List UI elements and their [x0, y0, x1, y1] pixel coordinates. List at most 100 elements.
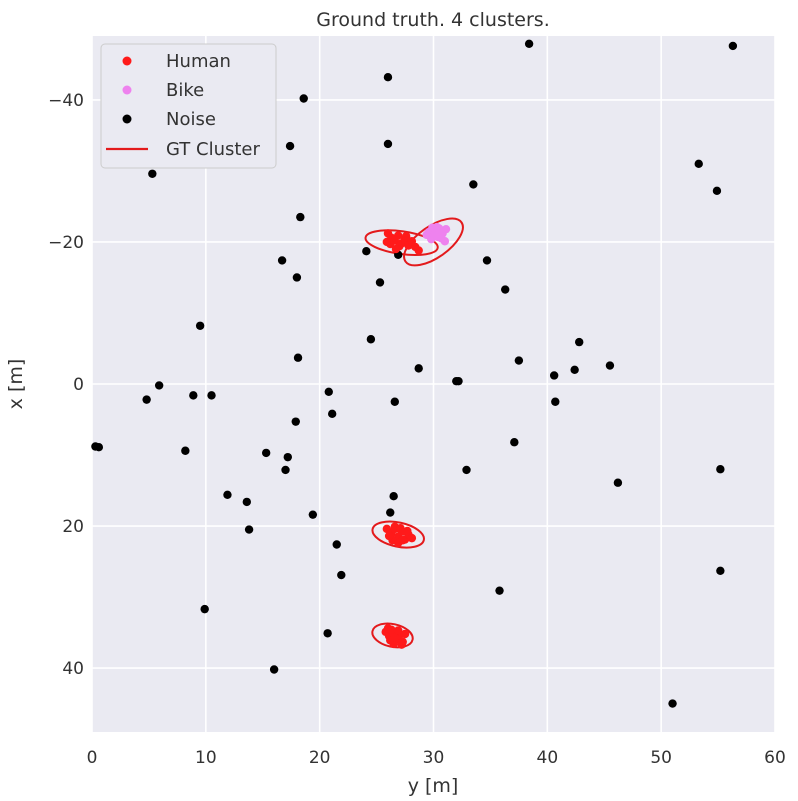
noise-point — [181, 446, 190, 455]
noise-point — [154, 381, 164, 390]
noise-point — [613, 478, 623, 487]
bike-point — [436, 226, 445, 235]
human-point — [400, 629, 410, 639]
human-point — [382, 237, 392, 247]
noise-point — [501, 285, 510, 294]
human-point — [403, 526, 412, 536]
noise-point — [383, 72, 393, 82]
noise-point — [324, 387, 333, 397]
noise-point — [362, 246, 371, 256]
human-point — [401, 232, 411, 241]
bike-point — [422, 230, 431, 240]
x-tick-label: 20 — [309, 748, 331, 768]
noise-point — [323, 629, 332, 638]
noise-point — [366, 335, 376, 344]
human-point — [398, 536, 407, 545]
human-point — [390, 633, 399, 642]
noise-point — [269, 665, 279, 674]
y-tick-label: 20 — [62, 517, 84, 537]
y-tick-label: 40 — [62, 659, 84, 679]
noise-point — [510, 438, 519, 447]
noise-point — [296, 212, 305, 222]
human-point — [391, 244, 401, 254]
noise-point — [386, 508, 395, 517]
x-tick-label: 60 — [764, 748, 786, 768]
noise-point — [390, 397, 399, 406]
human-point — [394, 626, 403, 635]
noise-point — [495, 586, 504, 595]
noise-point — [712, 186, 722, 196]
noise-point — [375, 278, 385, 287]
chart-title: Ground truth. 4 clusters. — [316, 9, 549, 31]
noise-point — [261, 448, 271, 458]
noise-point — [308, 510, 318, 519]
noise-point — [327, 409, 337, 419]
x-tick-label: 30 — [423, 748, 445, 768]
noise-point — [728, 41, 738, 51]
human-point — [384, 531, 394, 541]
noise-point — [454, 376, 463, 386]
noise-point — [482, 256, 492, 265]
x-axis-label: y [m] — [408, 775, 459, 797]
noise-point — [716, 465, 725, 474]
noise-point — [337, 570, 346, 580]
noise-point — [570, 365, 579, 374]
noise-point — [189, 391, 198, 400]
human-point — [407, 533, 417, 543]
noise-point — [200, 604, 209, 614]
human-point — [387, 625, 396, 634]
x-tick-label: 50 — [650, 748, 672, 768]
noise-point — [469, 180, 478, 189]
y-tick-label: 0 — [73, 375, 84, 395]
y-axis-label: x [m] — [5, 359, 27, 410]
noise-point — [244, 525, 254, 534]
legend-box — [100, 43, 277, 169]
data-points — [91, 39, 738, 708]
human-point — [396, 523, 405, 533]
gt-cluster-ellipse — [371, 622, 414, 649]
noise-point — [694, 159, 703, 169]
x-tick-label: 10 — [195, 748, 217, 768]
noise-point — [299, 94, 308, 103]
legend-marker-human — [122, 56, 132, 66]
noise-point — [293, 353, 303, 362]
noise-point — [223, 490, 232, 499]
y-tick-label: −40 — [48, 91, 84, 111]
bike-point — [430, 231, 439, 240]
legend-label-human: Human — [166, 51, 231, 72]
noise-point — [291, 417, 300, 426]
bike-point — [440, 237, 450, 246]
noise-point — [195, 321, 205, 330]
noise-point — [414, 364, 423, 373]
noise-point — [281, 465, 290, 475]
noise-point — [605, 361, 615, 370]
legend: Human Bike Noise GT Cluster — [100, 43, 277, 169]
noise-point — [668, 699, 677, 708]
noise-point — [283, 452, 292, 462]
noise-point — [514, 356, 524, 365]
human-point — [397, 640, 406, 649]
noise-point — [389, 492, 398, 501]
noise-point — [207, 391, 216, 400]
noise-point — [94, 443, 104, 452]
noise-point — [549, 371, 559, 380]
noise-point — [285, 141, 295, 151]
noise-point — [716, 566, 725, 575]
noise-point — [462, 465, 471, 475]
gt-cluster-ellipse — [403, 217, 464, 267]
legend-marker-noise — [122, 114, 132, 124]
x-tick-label: 0 — [87, 748, 98, 768]
tick-labels: 0 10 20 30 40 50 60 −40 −20 0 20 40 — [48, 91, 786, 768]
noise-point — [551, 397, 560, 406]
human-point — [414, 246, 423, 255]
legend-label-gt-cluster: GT Cluster — [166, 139, 261, 160]
noise-point — [292, 273, 302, 282]
human-point — [394, 231, 403, 240]
noise-point — [148, 169, 157, 178]
legend-label-noise: Noise — [166, 109, 216, 130]
noise-point — [142, 395, 151, 404]
y-tick-label: −20 — [48, 233, 84, 253]
legend-label-bike: Bike — [166, 80, 204, 101]
noise-point — [383, 139, 393, 149]
